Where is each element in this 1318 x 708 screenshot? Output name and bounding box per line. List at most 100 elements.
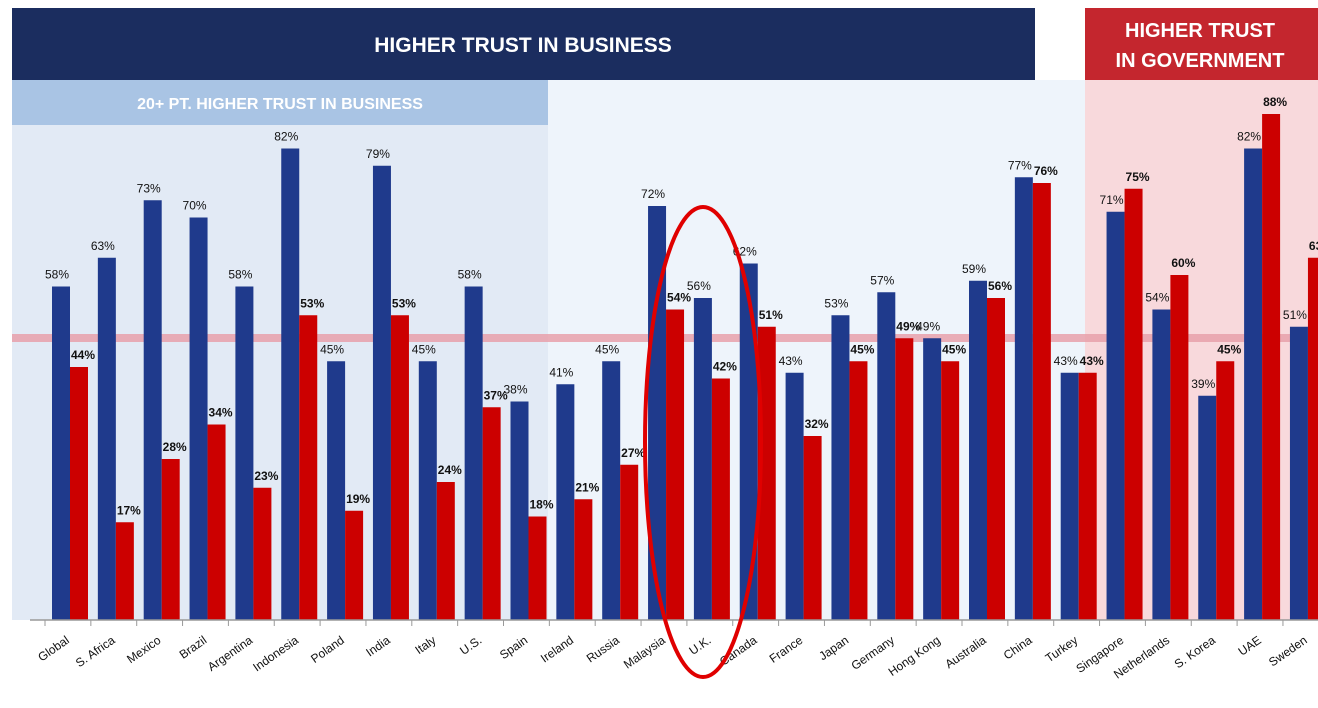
x-tick-label: S. Korea [1172,633,1219,671]
bar [1262,114,1281,620]
value-label: 63% [91,239,115,253]
x-tick-label: Mexico [124,633,163,666]
value-label: 75% [1126,170,1150,184]
value-label: 43% [1080,354,1104,368]
value-label: 45% [850,342,874,356]
bar [941,361,960,620]
government-banner-text: IN GOVERNMENT [1116,50,1285,72]
value-label: 23% [254,469,278,483]
bar [372,165,391,620]
value-label: 44% [71,348,95,362]
bar [327,361,346,620]
value-label: 54% [1145,291,1169,305]
bar [1289,326,1308,620]
value-label: 63% [1309,239,1318,253]
bar [345,510,364,620]
bar [1170,275,1189,620]
value-label: 71% [1100,193,1124,207]
x-tick-label: UAE [1236,633,1264,659]
x-tick-label: India [363,633,393,660]
bar [923,338,942,620]
bar [281,148,300,620]
government-banner [1085,8,1318,80]
bar [1152,309,1171,620]
value-label: 70% [183,199,207,213]
bar [52,286,70,620]
value-label: 43% [1054,354,1078,368]
x-tick-label: Italy [412,633,438,657]
value-label: 49% [896,319,920,333]
bar [711,378,730,620]
x-tick-label: Poland [308,633,347,666]
value-label: 73% [137,181,161,195]
x-tick-label: Global [35,633,71,664]
value-label: 18% [529,498,553,512]
value-label: 88% [1263,95,1287,109]
bar [803,436,822,620]
bar [969,280,987,620]
value-label: 41% [549,365,573,379]
bar [510,401,529,620]
value-label: 38% [503,383,527,397]
bar [161,459,180,620]
government-banner-text: HIGHER TRUST [1125,20,1275,42]
bar [1014,177,1033,620]
bar [574,499,593,620]
value-label: 45% [1217,342,1241,356]
bar [70,367,88,620]
value-label: 43% [779,354,803,368]
bar [235,286,254,620]
value-label: 58% [458,268,482,282]
bar [390,315,409,620]
business-20-banner-text: 20+ PT. HIGHER TRUST IN BUSINESS [137,96,423,113]
value-label: 82% [1237,130,1261,144]
value-label: 34% [209,406,233,420]
bar [1078,372,1097,620]
x-tick-label: France [767,633,806,666]
business-banner-text: HIGHER TRUST IN BUSINESS [374,34,672,57]
x-tick-label: Argentina [205,633,255,674]
bar [189,217,208,620]
value-label: 19% [346,492,370,506]
x-tick-label: U.S. [457,633,484,658]
value-label: 37% [484,388,508,402]
value-label: 76% [1034,164,1058,178]
bar [620,464,639,620]
value-label: 77% [1008,158,1032,172]
x-tick-label: Ireland [538,633,576,666]
value-label: 58% [228,268,252,282]
bar [693,298,712,620]
x-tick-label: Brazil [177,633,210,662]
bar [556,384,575,620]
bar [143,200,162,620]
bar [895,338,914,620]
business-20-banner [12,80,548,125]
bar [1216,361,1235,620]
bar [1307,257,1318,620]
value-label: 32% [805,417,829,431]
value-label: 56% [687,279,711,293]
x-tick-label: Sweden [1266,633,1310,669]
value-label: 53% [824,296,848,310]
bar [418,361,437,620]
bar [115,522,134,620]
value-label: 17% [117,503,141,517]
bar [1244,148,1263,620]
bar [602,361,621,620]
x-tick-label: Malaysia [621,633,668,672]
bar [1060,372,1079,620]
bar [987,298,1005,620]
value-label: 51% [759,308,783,322]
bar [757,326,776,620]
bar [785,372,804,620]
value-label: 45% [942,342,966,356]
bar [482,407,501,620]
x-tick-label: Russia [584,633,622,666]
value-label: 59% [962,262,986,276]
value-label: 45% [320,342,344,356]
value-label: 72% [641,187,665,201]
x-tick-label: Australia [942,633,989,671]
bar [1106,211,1125,620]
x-tick-label: Indonesia [250,633,301,675]
x-tick-label: S. Africa [73,633,118,670]
